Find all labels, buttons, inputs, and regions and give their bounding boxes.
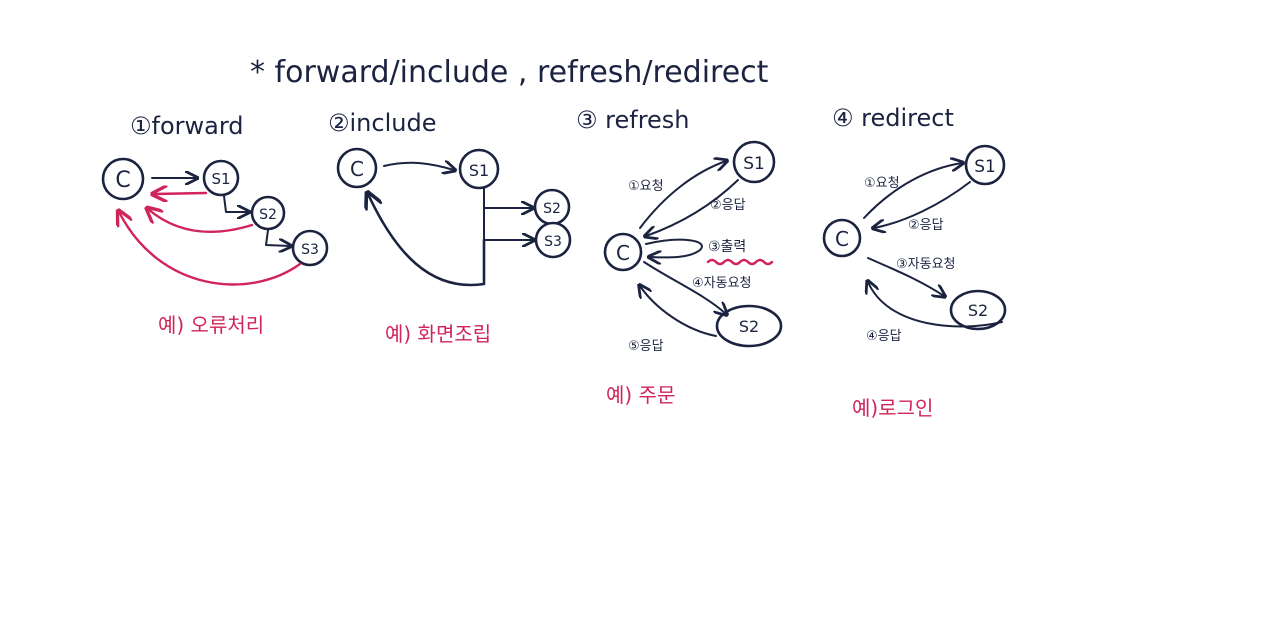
redirect-arrow-request [863, 163, 962, 219]
redirect-step-4: ④응답 [866, 329, 902, 344]
forward-heading: ①forward [130, 112, 244, 140]
refresh-arrow-auto-request [643, 261, 726, 314]
redirect-node-c-label: C [835, 227, 849, 251]
refresh-step-1: ①요청 [628, 179, 664, 194]
refresh-heading: ③ refresh [576, 106, 690, 134]
redirect-arrow-auto-request [867, 257, 944, 296]
refresh-output-underline [706, 258, 774, 266]
refresh-node-s2-label: S2 [739, 317, 759, 336]
forward-arrow-s1-s2 [223, 195, 248, 212]
forward-return-s3-c [119, 212, 302, 286]
forward-arrow-s2-s3 [265, 229, 290, 246]
forward-return-s2-c [148, 209, 254, 233]
refresh-section: ③ refresh C S1 S2 ①요청 ②응답 ③출력 ④자동요청 ⑤응답 … [576, 106, 783, 407]
redirect-node-s1-circle [964, 144, 1006, 186]
redirect-step-2: ②응답 [908, 218, 944, 233]
redirect-node-s2-label: S2 [968, 301, 988, 320]
refresh-step-4: ④자동요청 [692, 276, 752, 291]
refresh-arrow-response [646, 179, 739, 236]
redirect-example: 예)로그인 [852, 396, 933, 420]
forward-node-s1-circle [202, 159, 240, 197]
forward-return-s1-c [154, 193, 208, 194]
include-arrow-s1-s3 [483, 207, 533, 240]
include-section: ②include C S1 S2 S3 예) 화면조립 [328, 109, 572, 346]
refresh-arrow-final-response [640, 286, 717, 337]
forward-node-s2-label: S2 [259, 207, 277, 223]
include-heading: ②include [328, 109, 436, 137]
include-return-to-c [368, 194, 486, 287]
redirect-node-s2-circle [949, 289, 1007, 331]
forward-node-c-label: C [115, 168, 130, 193]
refresh-node-c-label: C [616, 241, 630, 265]
refresh-step-3: ③출력 [708, 239, 746, 255]
include-node-c-label: C [350, 157, 364, 181]
include-node-s3-circle [534, 221, 572, 259]
refresh-example: 예) 주문 [606, 383, 675, 407]
include-node-c-circle [336, 147, 378, 189]
include-node-s2-label: S2 [543, 201, 561, 217]
refresh-step-2: ②응답 [710, 198, 746, 213]
refresh-node-c-circle [603, 232, 643, 272]
include-node-s1-circle [458, 148, 500, 190]
forward-example: 예) 오류처리 [158, 313, 264, 337]
include-node-s3-label: S3 [544, 234, 562, 250]
refresh-node-s1-circle [732, 140, 776, 184]
forward-node-c-circle [101, 157, 145, 201]
forward-section: ①forward C S1 S2 S3 예) 오류처리 [101, 112, 329, 337]
refresh-step-5: ⑤응답 [628, 339, 664, 354]
redirect-arrow-response [874, 181, 971, 228]
include-arrow-c-s1 [383, 163, 454, 170]
include-example: 예) 화면조립 [385, 322, 491, 346]
refresh-node-s2-circle [715, 304, 783, 348]
refresh-node-s1-label: S1 [743, 154, 765, 174]
include-arrow-s1-s2 [483, 187, 532, 208]
redirect-arrow-final-response [868, 282, 1003, 328]
redirect-step-3: ③자동요청 [896, 257, 956, 272]
page-title: * forward/include , refresh/redirect [250, 55, 769, 90]
redirect-step-1: ①요청 [864, 176, 900, 191]
redirect-section: ④ redirect C S1 S2 ①요청 ②응답 ③자동요청 ④응답 예)로… [822, 104, 1007, 420]
redirect-node-c-circle [822, 218, 862, 258]
refresh-arrow-request [639, 161, 726, 229]
redirect-heading: ④ redirect [832, 104, 954, 132]
include-node-s1-label: S1 [469, 161, 489, 180]
forward-node-s3-label: S3 [301, 242, 319, 258]
refresh-loop-output [645, 238, 703, 258]
redirect-node-s1-label: S1 [974, 157, 996, 177]
forward-node-s1-label: S1 [211, 170, 230, 188]
